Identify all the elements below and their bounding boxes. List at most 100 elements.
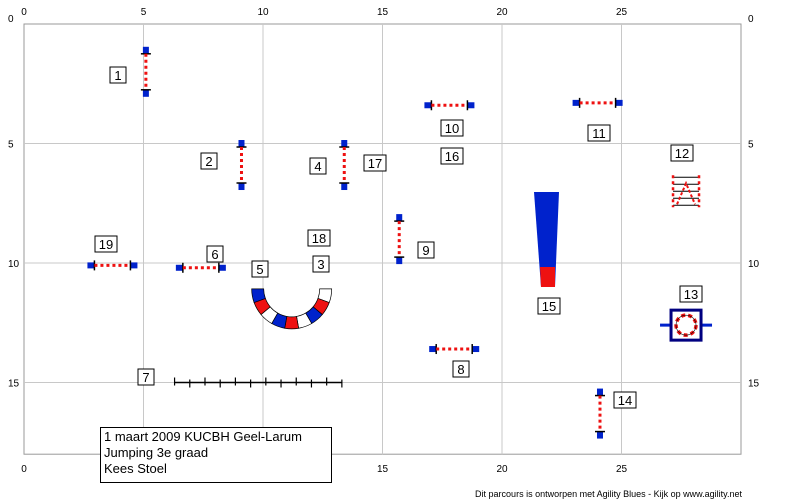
hurdle-wing — [238, 183, 245, 191]
number-box — [440, 147, 464, 165]
x-tick-label-bottom: 0 — [21, 464, 27, 475]
number-box — [452, 360, 470, 378]
number-text: 12 — [675, 146, 689, 161]
number-box — [537, 297, 561, 315]
number-text: 10 — [445, 121, 459, 136]
hurdle-wing — [341, 183, 348, 191]
number-box — [312, 255, 330, 273]
y-tick-label-left: 0 — [8, 14, 14, 25]
obstacle-number-18: 18 — [307, 229, 331, 247]
obstacle-number-15: 15 — [537, 297, 561, 315]
number-text: 1 — [114, 68, 121, 83]
class-name: Jumping 3e graad — [104, 445, 209, 460]
judge-name: Kees Stoel — [104, 461, 167, 476]
number-text: 16 — [445, 149, 459, 164]
y-tick-label-left: 5 — [8, 140, 14, 151]
tyre — [660, 308, 713, 342]
x-tick-label-top: 5 — [141, 7, 147, 18]
number-text: 2 — [205, 154, 212, 169]
hurdle-2 — [236, 140, 247, 191]
number-text: 7 — [142, 370, 149, 385]
number-box — [307, 229, 331, 247]
obstacle-number-1: 1 — [109, 66, 127, 84]
number-box — [309, 157, 327, 175]
a-frame — [534, 192, 559, 287]
grid — [23, 23, 742, 455]
y-tick-label-right: 5 — [748, 140, 754, 151]
hurdle-wing — [396, 257, 403, 265]
tyre-ring-outline — [675, 314, 697, 336]
number-text: 15 — [542, 299, 556, 314]
hurdle-8 — [429, 344, 480, 355]
obstacle-number-10: 10 — [440, 119, 464, 137]
obstacle-number-3: 3 — [312, 255, 330, 273]
obstacle-number-16: 16 — [440, 147, 464, 165]
x-tick-label-top: 0 — [21, 7, 27, 18]
hurdle-wing — [429, 346, 437, 353]
number-text: 14 — [618, 393, 632, 408]
obstacle-number-17: 17 — [363, 154, 387, 172]
hurdle-1 — [140, 46, 151, 97]
hurdle-wing — [142, 46, 149, 54]
hurdle-wing — [341, 140, 348, 148]
hurdle-wing — [424, 102, 432, 109]
info-box: 1 maart 2009 KUCBH Geel-Larum Jumping 3e… — [100, 427, 332, 483]
hurdle-wing — [175, 264, 183, 271]
hurdle-wing — [238, 140, 245, 148]
footer-credit: Dit parcours is ontworpen met Agility Bl… — [475, 489, 742, 499]
number-text: 18 — [312, 231, 326, 246]
obstacle-number-19: 19 — [94, 235, 118, 253]
y-tick-label-right: 15 — [748, 379, 760, 390]
a-frame-body — [534, 192, 559, 287]
hurdle-wing — [467, 102, 475, 109]
number-box — [137, 368, 155, 386]
number-box — [679, 285, 703, 303]
number-text: 11 — [592, 126, 606, 141]
hurdle-wing — [396, 214, 403, 222]
hurdle-wing — [87, 262, 95, 269]
weave-poles — [173, 377, 343, 388]
x-tick-label-top: 15 — [377, 7, 389, 18]
number-box — [109, 66, 127, 84]
x-tick-label-top: 10 — [257, 7, 269, 18]
number-text: 9 — [422, 243, 429, 258]
y-tick-label-left: 10 — [8, 259, 20, 270]
hurdle-10 — [424, 100, 475, 111]
number-box — [206, 245, 224, 263]
number-box — [94, 235, 118, 253]
number-text: 5 — [256, 262, 263, 277]
obstacle-number-14: 14 — [613, 391, 637, 409]
number-box — [587, 124, 611, 142]
event-title: 1 maart 2009 KUCBH Geel-Larum — [104, 429, 302, 444]
obstacle-number-11: 11 — [587, 124, 611, 142]
number-box — [670, 144, 694, 162]
hurdle-11 — [572, 97, 623, 108]
hurdle-wing — [472, 346, 480, 353]
obstacle-number-9: 9 — [417, 241, 435, 259]
obstacle-number-12: 12 — [670, 144, 694, 162]
hurdle-wing — [596, 388, 603, 396]
hurdle-19 — [87, 260, 138, 271]
obstacle-number-5: 5 — [251, 260, 269, 278]
hurdle-4 — [339, 140, 350, 191]
hurdle-wing — [615, 99, 623, 106]
x-tick-label-bottom: 20 — [496, 464, 508, 475]
number-text: 8 — [457, 362, 464, 377]
obstacle-number-4: 4 — [309, 157, 327, 175]
number-box — [363, 154, 387, 172]
obstacle-number-8: 8 — [452, 360, 470, 378]
hurdle-wing — [130, 262, 138, 269]
number-box — [251, 260, 269, 278]
number-text: 6 — [211, 247, 218, 262]
tunnel-segment — [251, 288, 266, 303]
x-tick-label-top: 25 — [616, 7, 628, 18]
y-tick-label-right: 0 — [748, 14, 754, 25]
obstacle-number-6: 6 — [206, 245, 224, 263]
number-box — [440, 119, 464, 137]
hurdle-wing — [218, 264, 226, 271]
a-frame-contact — [540, 267, 555, 287]
hurdle-9 — [394, 214, 405, 265]
number-text: 3 — [317, 257, 324, 272]
